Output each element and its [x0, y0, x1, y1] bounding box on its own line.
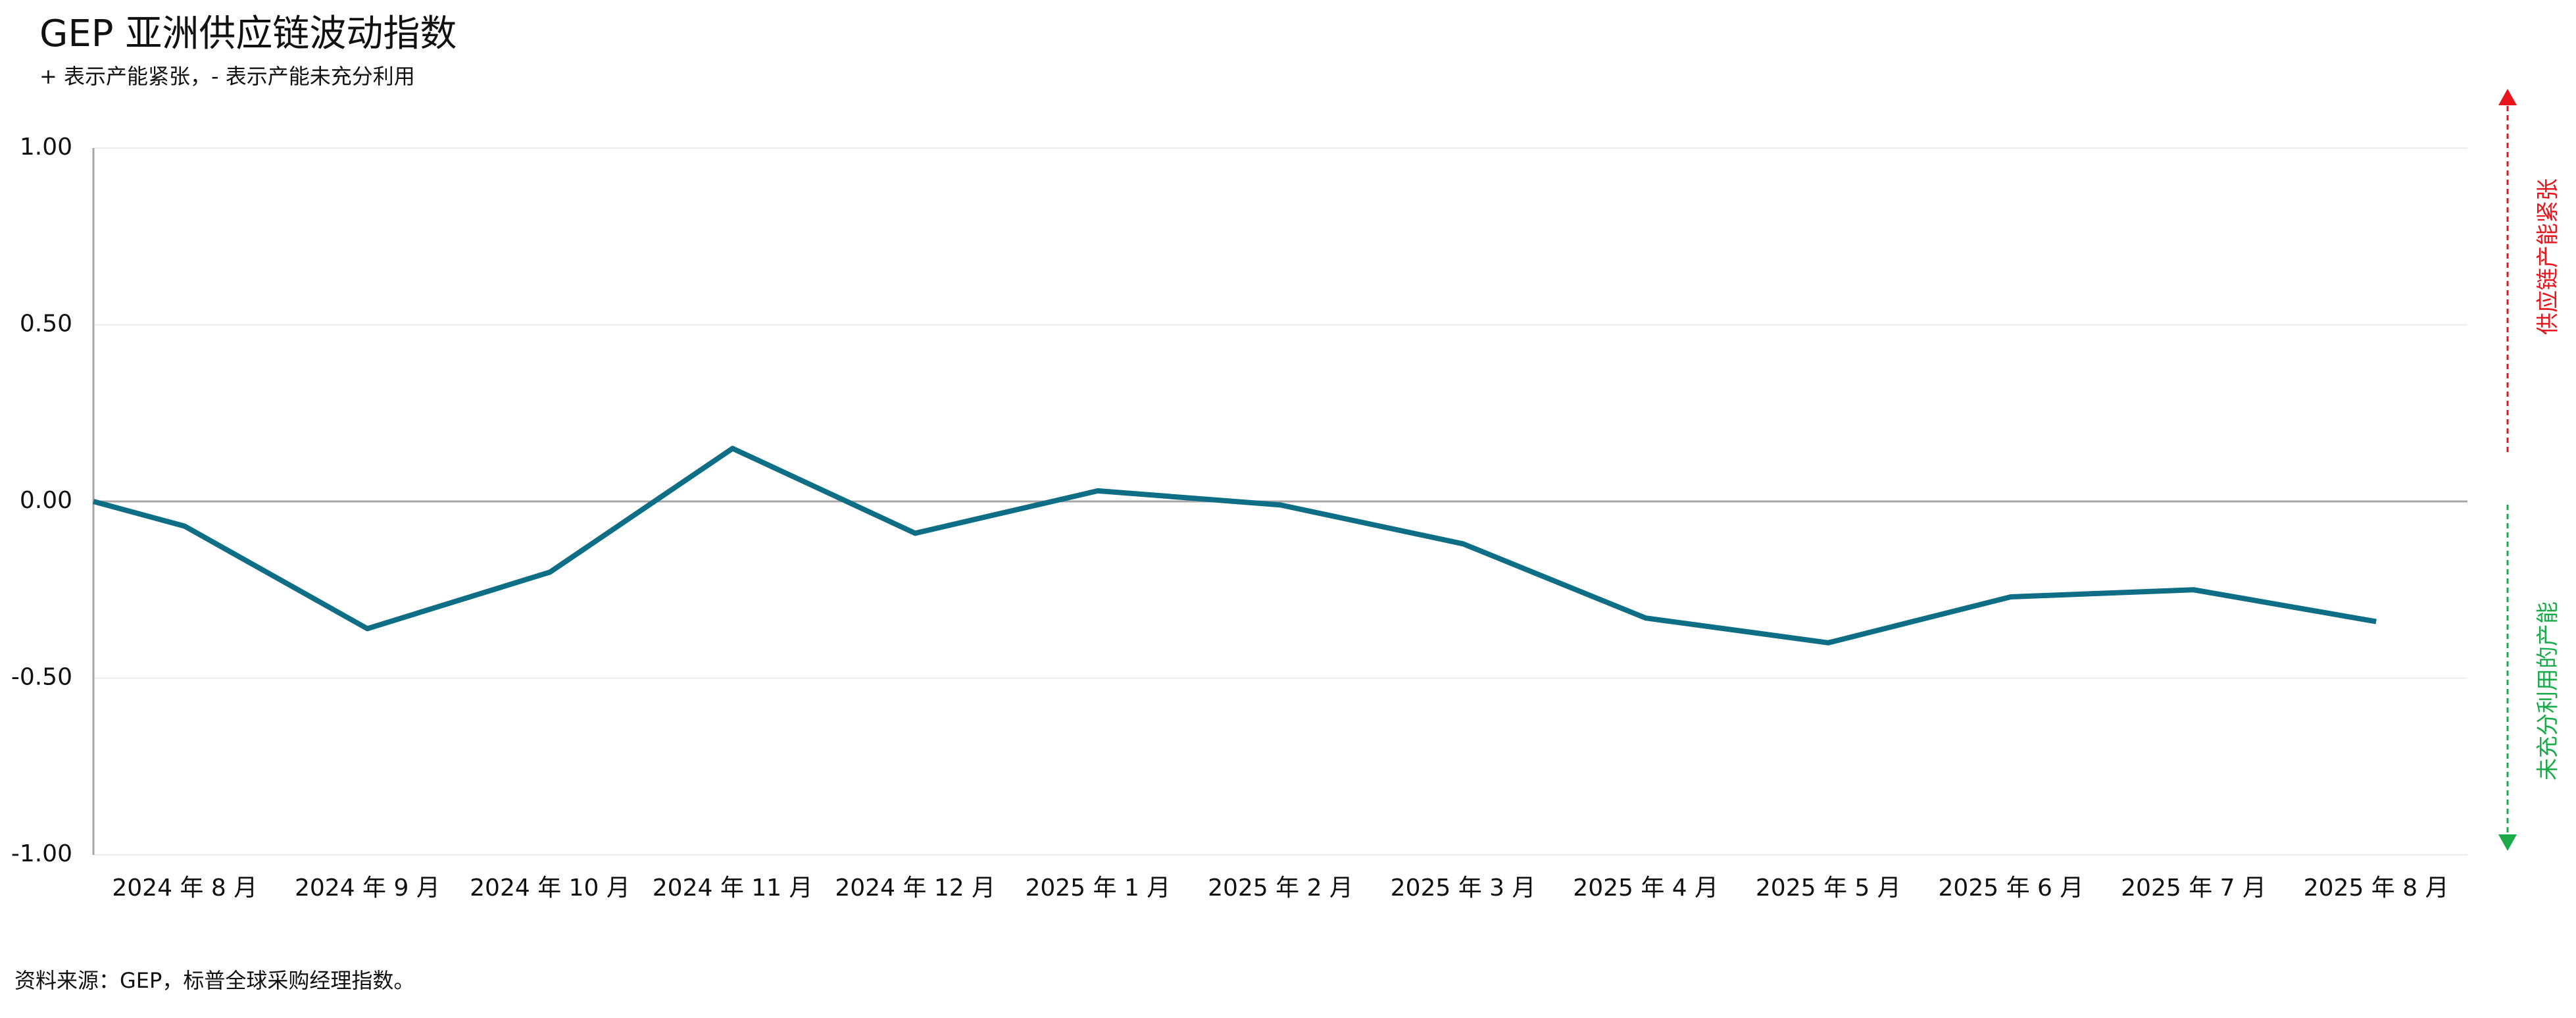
x-tick-label: 2025 年 8 月 — [2304, 875, 2449, 902]
x-tick-label: 2024 年 9 月 — [295, 875, 440, 902]
data-line — [92, 445, 2377, 646]
arrow-head-up — [2498, 89, 2517, 105]
x-tick-label: 2024 年 12 月 — [835, 875, 995, 902]
y-tick-label: 0.50 — [20, 311, 72, 338]
x-tick-label: 2024 年 8 月 — [112, 875, 257, 902]
x-tick-label: 2025 年 6 月 — [1939, 875, 2084, 902]
x-tick-label: 2024 年 10 月 — [470, 875, 630, 902]
source-note: 资料来源：GEP，标普全球采购经理指数。 — [14, 968, 414, 993]
y-tick-label: -1.00 — [11, 840, 72, 867]
arrow-head-down — [2498, 834, 2517, 851]
y-tick-label: 0.00 — [20, 487, 72, 514]
chart-subtitle: + 表示产能紧张，- 表示产能未充分利用 — [39, 64, 415, 89]
y-tick-label: -0.50 — [11, 664, 72, 691]
x-tick-label: 2024 年 11 月 — [653, 875, 813, 902]
annotation: 供应链产能紧张 — [2535, 178, 2562, 335]
x-tick-label: 2025 年 4 月 — [1573, 875, 1718, 902]
x-tick-label: 2025 年 7 月 — [2121, 875, 2266, 902]
x-tick-label: 2025 年 3 月 — [1391, 875, 1536, 902]
y-tick-label: 1.00 — [20, 134, 72, 161]
x-tick-label: 2025 年 2 月 — [1208, 875, 1353, 902]
chart-title: GEP 亚洲供应链波动指数 — [39, 13, 457, 55]
x-tick-label: 2025 年 1 月 — [1025, 875, 1170, 902]
annotation: 未充分利用的产能 — [2535, 601, 2562, 780]
x-tick-label: 2025 年 5 月 — [1756, 875, 1901, 902]
